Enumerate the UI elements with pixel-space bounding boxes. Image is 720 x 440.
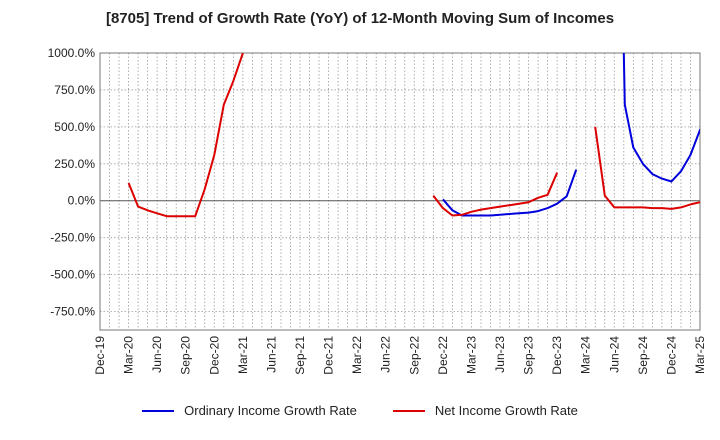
x-tick-label: Sep-23 <box>522 336 536 375</box>
x-tick-label: Sep-22 <box>407 336 421 375</box>
legend: Ordinary Income Growth Rate Net Income G… <box>0 403 720 418</box>
x-tick-label: Jun-24 <box>607 336 621 373</box>
y-tick-label: 0.0% <box>68 194 96 208</box>
x-tick-label: Mar-20 <box>122 336 136 374</box>
y-tick-label: 500.0% <box>54 120 95 134</box>
x-tick-label: Sep-24 <box>636 336 650 375</box>
chart-title: [8705] Trend of Growth Rate (YoY) of 12-… <box>105 10 615 27</box>
x-tick-label: Mar-25 <box>693 336 707 374</box>
series-line-net-income <box>127 53 244 218</box>
x-tick-label: Mar-22 <box>350 336 364 374</box>
y-tick-label: -250.0% <box>50 231 95 245</box>
series-line-ordinary-income <box>442 169 578 217</box>
y-tick-label: 750.0% <box>54 83 95 97</box>
x-tick-label: Jun-21 <box>264 336 278 373</box>
x-tick-label: Jun-22 <box>379 336 393 373</box>
y-tick-label: 250.0% <box>54 157 95 171</box>
legend-swatch-ordinary <box>142 409 175 412</box>
plot-area <box>100 53 700 330</box>
x-tick-label: Dec-23 <box>550 336 564 375</box>
x-tick-label: Dec-19 <box>93 336 107 375</box>
x-tick-label: Dec-24 <box>664 336 678 375</box>
legend-item-net: Net Income Growth Rate <box>392 403 578 418</box>
x-tick-label: Mar-24 <box>579 336 593 374</box>
plot-frame <box>99 52 701 331</box>
y-tick-label: -500.0% <box>50 268 95 282</box>
x-tick-label: Mar-21 <box>236 336 250 374</box>
x-tick-label: Dec-20 <box>207 336 221 375</box>
x-tick-label: Mar-23 <box>464 336 478 374</box>
x-tick-label: Sep-21 <box>293 336 307 375</box>
x-tick-label: Sep-20 <box>179 336 193 375</box>
series-line-ordinary-income <box>622 53 700 183</box>
legend-item-ordinary: Ordinary Income Growth Rate <box>142 403 357 418</box>
legend-swatch-net <box>392 409 425 412</box>
y-tick-label: 1000.0% <box>48 46 96 60</box>
x-tick-label: Dec-21 <box>322 336 336 375</box>
legend-label-net: Net Income Growth Rate <box>434 403 578 418</box>
x-tick-label: Dec-22 <box>436 336 450 375</box>
y-tick-label: -750.0% <box>50 305 95 319</box>
series-line-net-income <box>594 126 700 210</box>
series-line-net-income <box>432 172 559 217</box>
legend-label-ordinary: Ordinary Income Growth Rate <box>184 403 357 418</box>
x-tick-label: Jun-20 <box>150 336 164 373</box>
x-tick-label: Jun-23 <box>493 336 507 373</box>
